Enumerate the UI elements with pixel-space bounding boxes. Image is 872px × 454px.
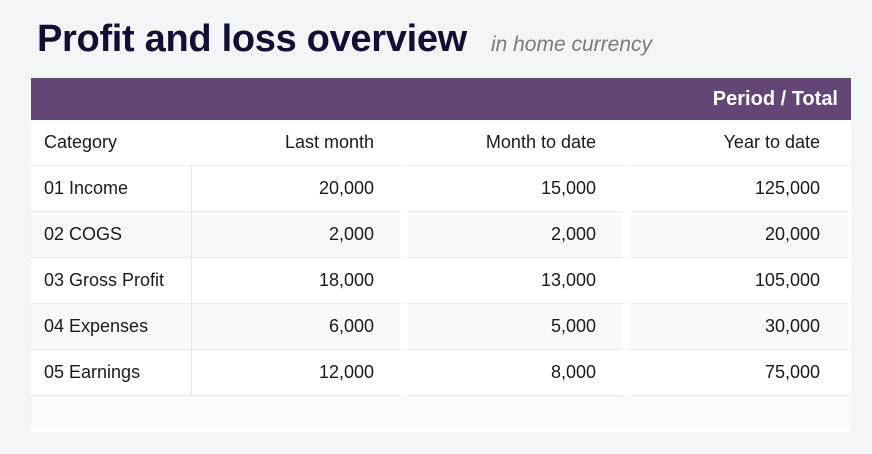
category-cell: 02 COGS <box>31 212 192 258</box>
page-subtitle: in home currency <box>490 33 653 56</box>
table-row: 03 Gross Profit 18,000 13,000 105,000 <box>31 258 851 304</box>
column-header-month-to-date[interactable]: Month to date <box>408 120 630 166</box>
column-group-header: Period / Total <box>31 78 851 120</box>
page-header: Profit and loss overview in home currenc… <box>37 18 652 61</box>
last-month-cell: 2,000 <box>192 212 408 258</box>
page-title: Profit and loss overview <box>37 18 467 60</box>
table-row: 05 Earnings 12,000 8,000 75,000 <box>31 350 851 396</box>
year-to-date-cell: 125,000 <box>630 166 851 212</box>
pnl-table-card: Period / Total Category Last month Month… <box>31 78 851 432</box>
column-header-category[interactable]: Category <box>31 120 192 166</box>
year-to-date-cell: 75,000 <box>630 350 851 396</box>
month-to-date-cell: 15,000 <box>408 166 630 212</box>
table-row: 04 Expenses 6,000 5,000 30,000 <box>31 304 851 350</box>
month-to-date-cell: 5,000 <box>408 304 630 350</box>
table-row: 01 Income 20,000 15,000 125,000 <box>31 166 851 212</box>
month-to-date-cell: 13,000 <box>408 258 630 304</box>
last-month-cell: 6,000 <box>192 304 408 350</box>
last-month-cell: 18,000 <box>192 258 408 304</box>
column-group-label: Period / Total <box>712 87 838 110</box>
category-cell: 03 Gross Profit <box>31 258 192 304</box>
year-to-date-cell: 105,000 <box>630 258 851 304</box>
year-to-date-cell: 30,000 <box>630 304 851 350</box>
table-header-row: Category Last month Month to date Year t… <box>31 120 851 166</box>
last-month-cell: 12,000 <box>192 350 408 396</box>
category-cell: 01 Income <box>31 166 192 212</box>
month-to-date-cell: 8,000 <box>408 350 630 396</box>
last-month-cell: 20,000 <box>192 166 408 212</box>
category-cell: 05 Earnings <box>31 350 192 396</box>
table-row: 02 COGS 2,000 2,000 20,000 <box>31 212 851 258</box>
table-footer-space <box>31 396 851 426</box>
pnl-table: Category Last month Month to date Year t… <box>31 120 851 396</box>
column-header-year-to-date[interactable]: Year to date <box>630 120 851 166</box>
month-to-date-cell: 2,000 <box>408 212 630 258</box>
year-to-date-cell: 20,000 <box>630 212 851 258</box>
category-cell: 04 Expenses <box>31 304 192 350</box>
column-header-last-month[interactable]: Last month <box>192 120 408 166</box>
